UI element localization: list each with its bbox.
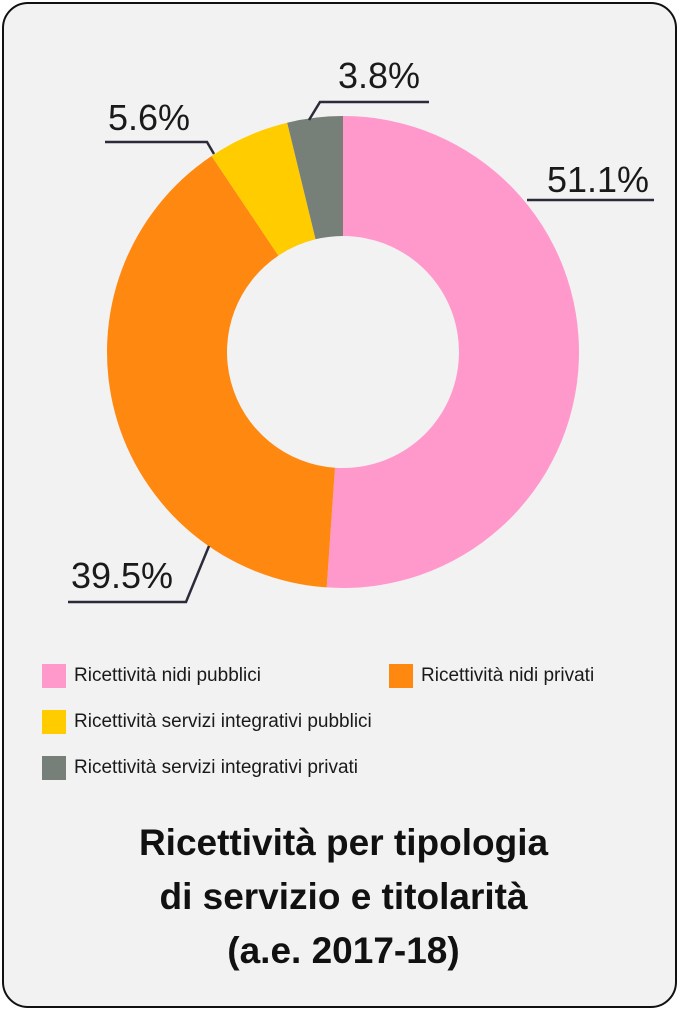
legend-label-integrativi-pubblici: Ricettività servizi integrativi pubblici: [74, 711, 372, 732]
chart-title-line-1: Ricettività per tipologia: [138, 822, 549, 863]
donut-slice-integrativi-pubblici: [211, 122, 316, 256]
donut-slice-nidi-privati: [107, 155, 335, 588]
legend-item-nidi-pubblici: Ricettività nidi pubblici: [42, 664, 261, 688]
legend-swatch-nidi-privati: [389, 664, 413, 688]
leader-line-nidi-privati: [68, 545, 211, 604]
data-label-nidi-privati: 39.5%: [71, 555, 173, 596]
legend-item-nidi-privati: Ricettività nidi privati: [389, 664, 594, 688]
chart-title-line-3: (a.e. 2017-18): [227, 930, 460, 971]
chart-title-line-2: di servizio e titolarità: [159, 876, 528, 917]
leader-line-integrativi-pubblici: [105, 140, 216, 155]
chart-title: Ricettività per tipologia di servizio e …: [4, 816, 675, 978]
donut-slice-integrativi-privati: [287, 116, 343, 240]
legend-item-integrativi-privati: Ricettività servizi integrativi privati: [42, 756, 358, 780]
legend-swatch-integrativi-pubblici: [42, 710, 66, 734]
legend-label-nidi-privati: Ricettività nidi privati: [421, 665, 595, 686]
legend-swatch-integrativi-privati: [42, 756, 66, 780]
legend-label-integrativi-privati: Ricettività servizi integrativi privati: [74, 757, 359, 778]
data-label-integrativi-pubblici: 5.6%: [108, 97, 190, 138]
data-label-integrativi-privati: 3.8%: [338, 55, 420, 96]
data-label-nidi-pubblici: 51.1%: [547, 159, 649, 200]
legend-label-nidi-pubblici: Ricettività nidi pubblici: [74, 665, 261, 686]
legend-item-integrativi-pubblici: Ricettività servizi integrativi pubblici: [42, 710, 372, 734]
legend-swatch-nidi-pubblici: [42, 664, 66, 688]
leader-line-integrativi-privati: [307, 100, 429, 121]
donut-chart: 51.1% 39.5% 5.6% 3.8%: [68, 55, 654, 604]
donut-slice-nidi-pubblici: [326, 116, 580, 588]
